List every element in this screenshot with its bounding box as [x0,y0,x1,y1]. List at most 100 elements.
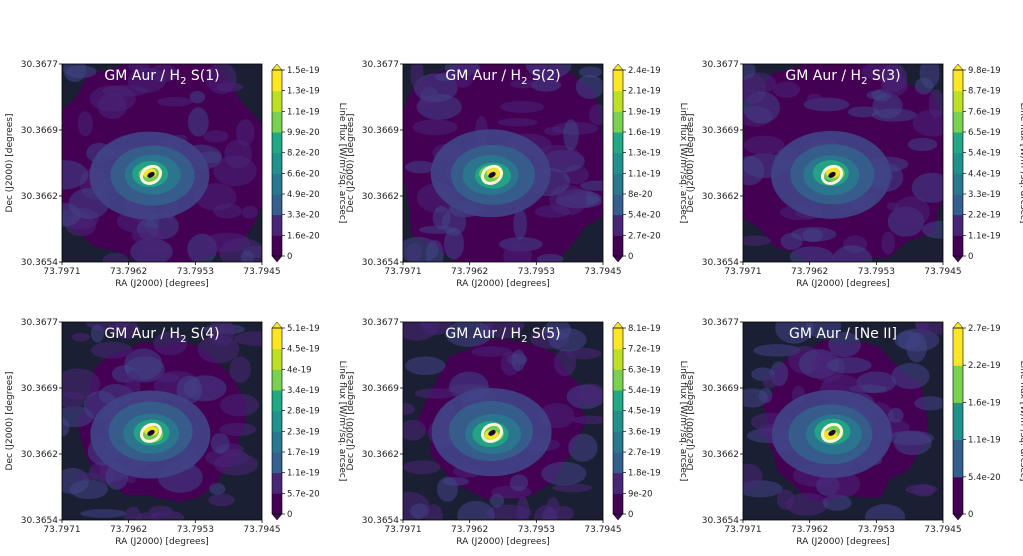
source-ring [820,422,844,443]
contour-blob [212,203,242,219]
source-core [828,429,836,436]
contour-blob [553,506,574,520]
contour-blob [420,322,452,335]
contour-blob [405,160,436,174]
colorbar-tick-label: 4e-19 [287,365,312,375]
contour-blob [62,467,90,494]
contour-blob [148,505,173,517]
colorbar-band [613,328,623,350]
contour-blob [531,64,546,80]
contour-blob [743,235,771,246]
x-tick-label: 73.7971 [384,267,421,277]
colorbar-band [272,90,282,112]
colorbar-tick-label: 2.4e-19 [628,66,661,76]
contour-blob [785,492,829,516]
colorbar-frame [271,69,283,257]
axes-frame [402,321,604,521]
contour-blob [189,90,206,104]
contour-blob [743,156,765,186]
y-tick-label: 30.3677 [362,60,399,70]
contour-blob [831,245,873,262]
colorbar-max-arrow [612,321,624,329]
colorbar-tick-label: 2.7e-20 [628,231,661,241]
contour-blob [208,322,235,347]
panel-title: GM Aur / [Ne II] [789,326,897,342]
panel-title: GM Aur / H2 S(3) [785,68,900,87]
axes-frame [61,63,263,263]
x-tick-label: 73.7971 [43,525,80,535]
colorbar-tick-label: 1.6e-19 [628,128,661,138]
contour-blob [743,388,769,408]
x-tick-label: 73.7971 [724,267,761,277]
colorbar-tick-label: 2.7e-19 [628,448,661,458]
contour-blob [828,332,861,358]
contour-blob [891,363,930,390]
plot-area [743,64,943,262]
contour-blob [762,373,778,389]
contour-blob [907,137,938,151]
colorbar-tick-label: 4.4e-19 [968,169,1001,179]
contour-blob [112,322,140,339]
contour-blob [208,493,235,507]
contour-blob [410,503,430,519]
contour-blob [90,341,133,359]
contour-blob [403,419,427,441]
colorbar-band [613,390,623,412]
y-tick-label: 30.3669 [362,126,399,136]
contour-blob [139,242,172,254]
contour-blob [90,324,105,343]
x-tick-label: 73.7953 [858,525,895,535]
colorbar-band [613,70,623,92]
colorbar-tick-label: 3.3e-19 [968,190,1001,200]
x-tick-label: 73.7945 [584,267,621,277]
axes-frame [402,63,604,263]
x-tick-label: 73.7962 [451,525,488,535]
colorbar-max-arrow [952,63,964,71]
x-tick-label: 73.7953 [177,267,214,277]
y-tick-label: 30.3677 [21,60,58,70]
y-tick-label: 30.3654 [21,516,58,526]
contour-blob [432,205,451,230]
x-tick-label: 73.7962 [451,267,488,277]
colorbar-band [953,70,963,92]
colorbar-tick-label: 1.7e-19 [287,448,320,458]
x-tick-label: 73.7962 [791,267,828,277]
colorbar-band [272,431,282,453]
contour-blob [856,371,897,394]
colorbar-min-arrow [952,255,964,263]
colorbar-band [613,472,623,494]
colorbar-tick-label: 1.9e-19 [628,107,661,117]
colorbar-tick-label: 0 [968,252,973,262]
contour-blob [240,250,254,262]
contour-blob [233,331,262,346]
contour-blob [485,322,525,339]
colorbar-tick-label: 5.7e-20 [287,489,320,499]
x-axis-label: RA (J2000) [degrees] [796,537,890,547]
y-tick-label: 30.3669 [362,384,399,394]
colorbar-band [953,235,963,257]
y-tick-label: 30.3677 [702,318,739,328]
y-tick-label: 30.3669 [21,384,58,394]
colorbar-band [272,235,282,257]
y-axis-label: Dec (J2000) [degrees] [346,114,356,213]
colorbar-band [272,194,282,216]
colorbar-tick-label: 6.6e-20 [287,169,320,179]
contour-blob [580,180,603,191]
colorbar-tick-label: 5.4e-19 [628,386,661,396]
x-axis-label: RA (J2000) [degrees] [115,537,209,547]
colorbar-band [613,152,623,174]
colorbar-tick-label: 7.6e-19 [968,107,1001,117]
contour-blob [915,322,943,335]
contour-blob [543,126,565,136]
colorbar-band [272,348,282,370]
source-core [488,429,496,436]
x-tick-label: 73.7945 [243,525,280,535]
colorbar-band [953,328,963,366]
colorbar-tick-label: 1.1e-19 [287,469,320,479]
colorbar-frame [271,327,283,515]
colorbar-tick-label: 8.2e-20 [287,149,320,159]
contour-blob [124,506,143,520]
contour-blob [97,93,127,120]
y-tick-label: 30.3654 [21,258,58,268]
x-tick-label: 73.7971 [384,525,421,535]
